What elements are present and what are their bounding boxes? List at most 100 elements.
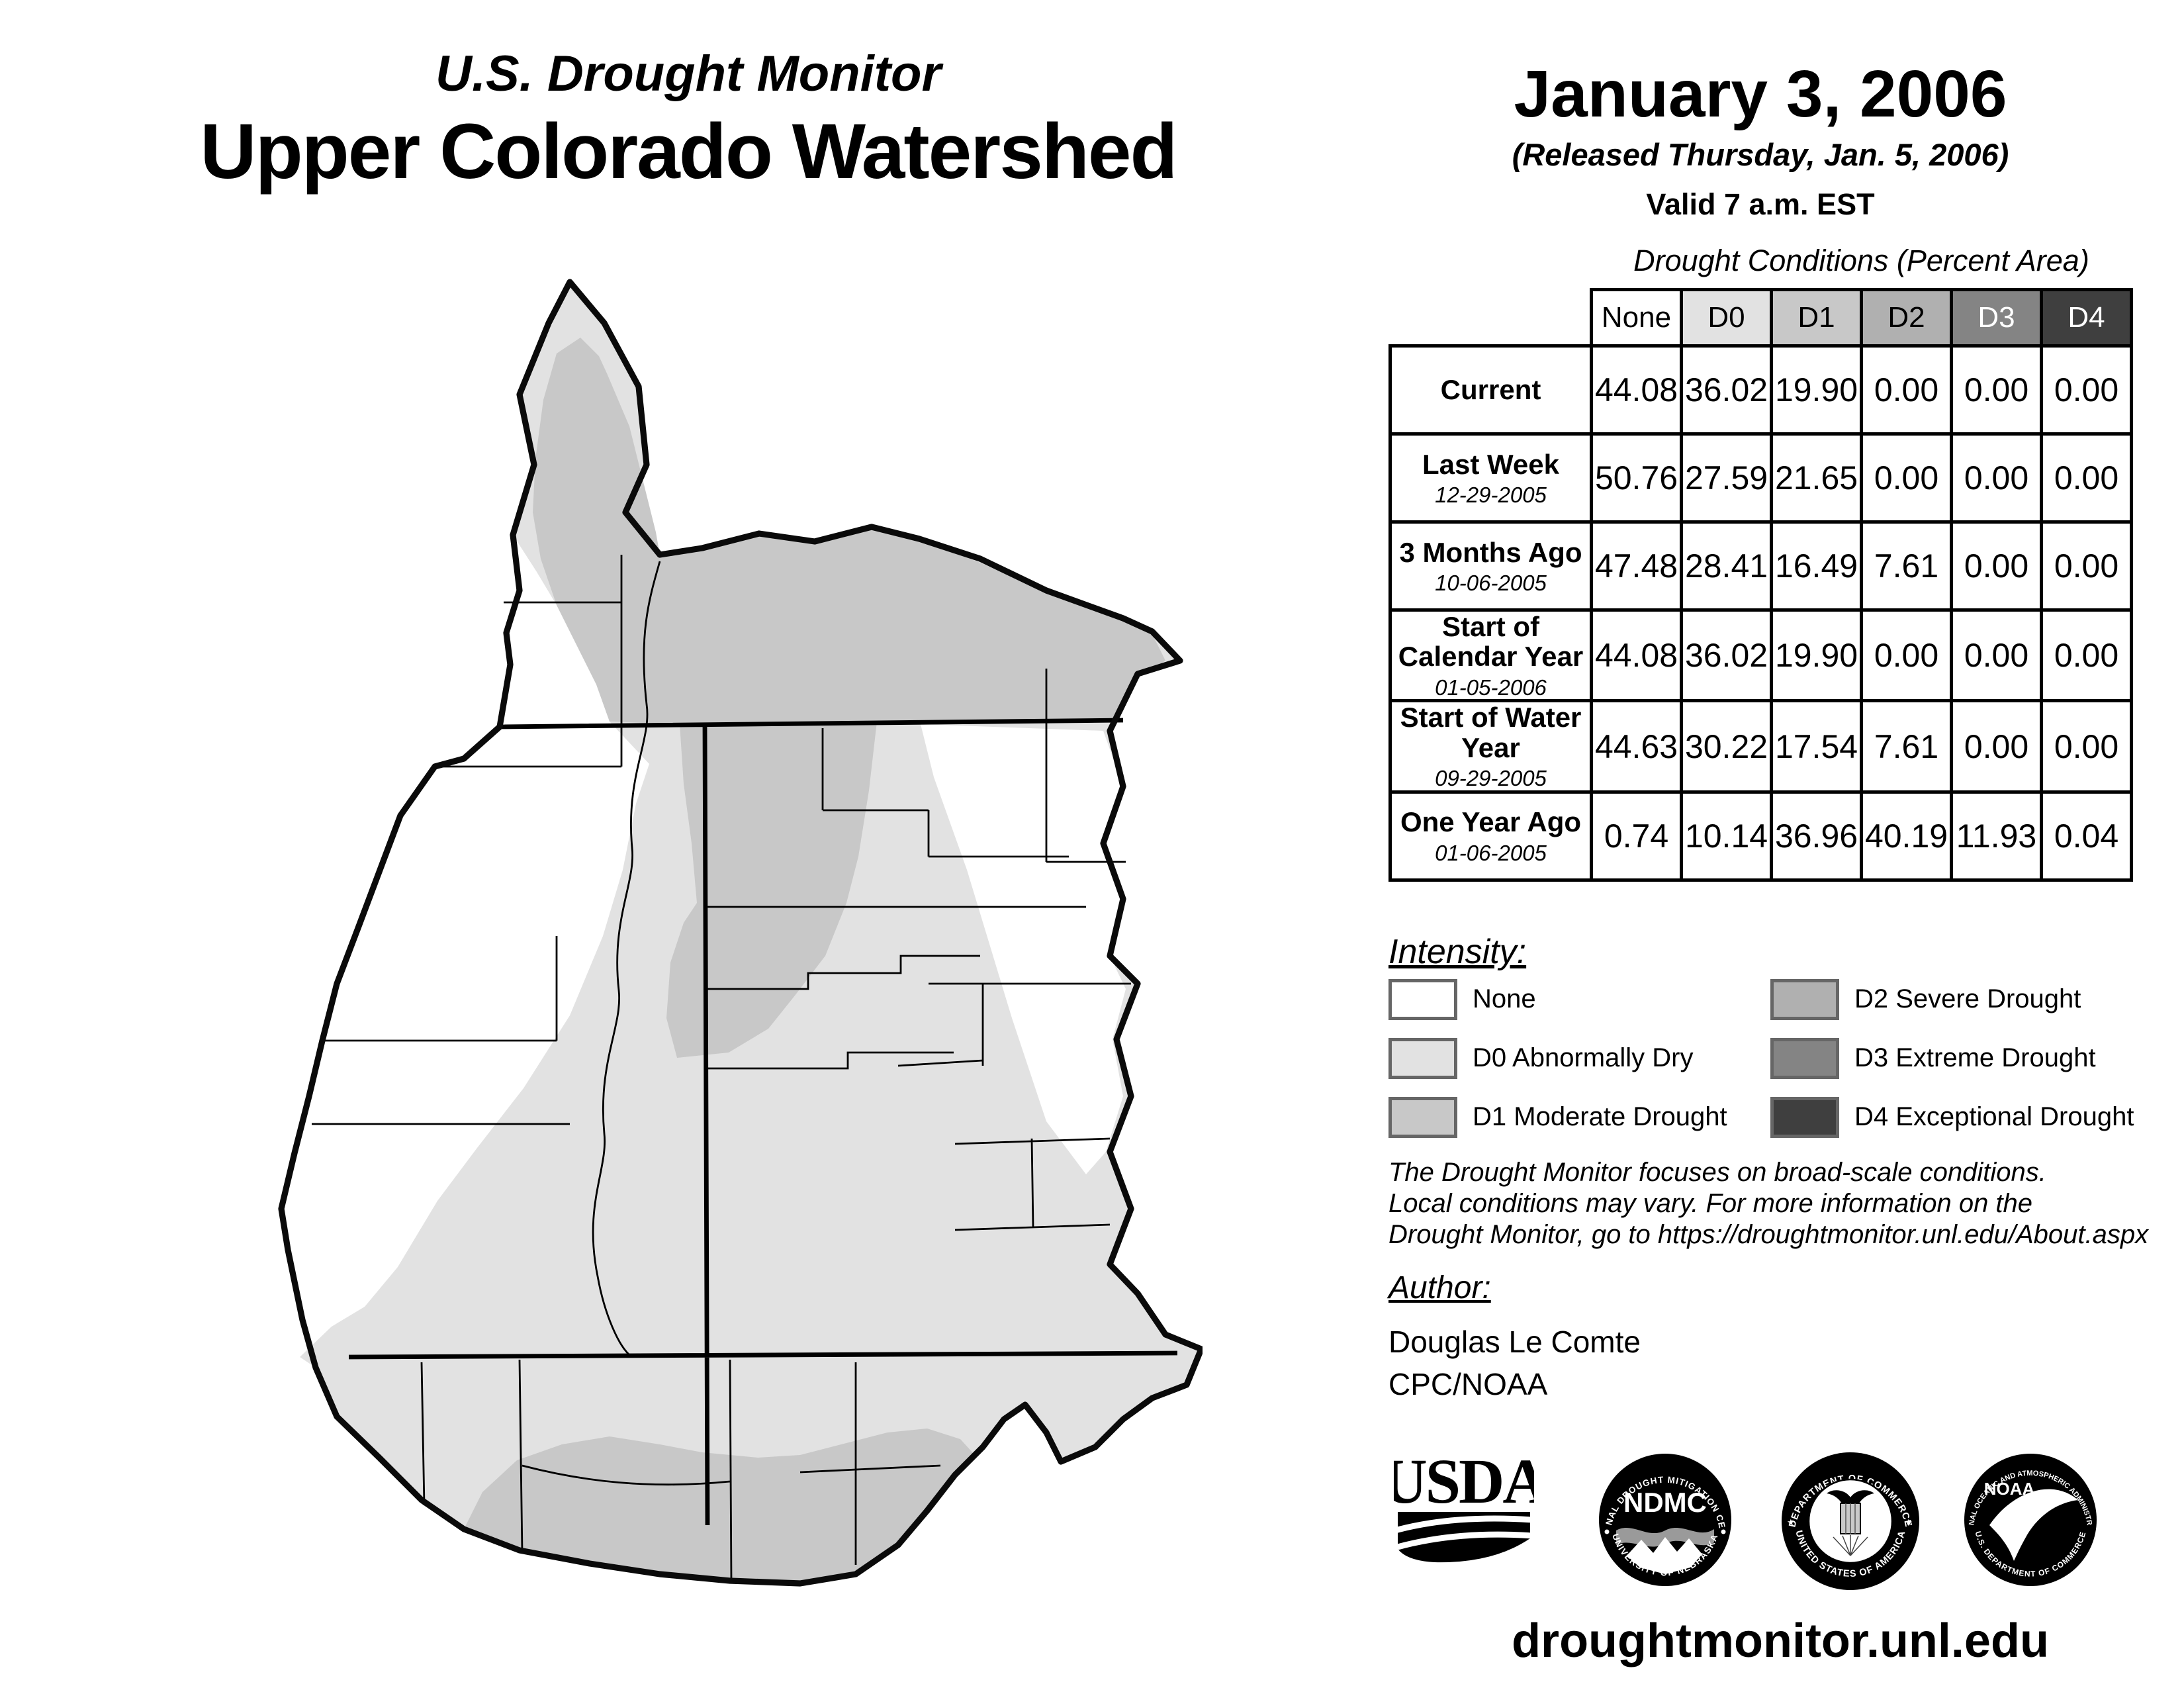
cell-value: 10.14 — [1680, 790, 1773, 882]
row-label-text: 3 Months Ago — [1399, 536, 1582, 568]
row-date: 01-06-2005 — [1435, 840, 1547, 865]
date-block: January 3, 2006 (Released Thursday, Jan.… — [1430, 61, 2091, 222]
row-label-3-months-ago: 3 Months Ago 10-06-2005 — [1388, 520, 1593, 612]
legend-label: D4 Exceptional Drought — [1854, 1102, 2134, 1131]
legend-swatch-d1 — [1388, 1097, 1457, 1138]
row-label-current: Current — [1388, 344, 1593, 436]
commerce-eagle — [1827, 1490, 1874, 1503]
cell-value: 36.02 — [1680, 344, 1773, 436]
row-date: 01-05-2006 — [1435, 675, 1547, 700]
author-heading: Author: — [1388, 1270, 1491, 1305]
column-header-d2: D2 — [1860, 288, 1953, 348]
legend-swatch-none — [1388, 979, 1457, 1020]
cell-value: 19.90 — [1770, 344, 1863, 436]
table-corner-cell — [1390, 289, 1592, 346]
commerce-star-left: ★ — [1787, 1517, 1795, 1527]
cell-value: 0.00 — [1950, 344, 2043, 436]
commerce-seal: DEPARTMENT OF COMMERCE UNITED STATES OF … — [1782, 1452, 1919, 1590]
cell-value: 47.48 — [1590, 520, 1683, 612]
row-label-text: Start of Calendar Year — [1398, 611, 1584, 673]
row-label-start-water-year: Start of Water Year 09-29-2005 — [1388, 699, 1593, 794]
cell-value: 30.22 — [1680, 699, 1773, 794]
column-header-d3: D3 — [1950, 288, 2043, 348]
ndmc-logo: NATIONAL DROUGHT MITIGATION CENTER NDMC … — [1599, 1454, 1731, 1586]
row-label-text: One Year Ago — [1400, 806, 1582, 838]
legend-label: D1 Moderate Drought — [1473, 1102, 1727, 1131]
cell-value: 16.49 — [1770, 520, 1863, 612]
disclaimer-line: Local conditions may vary. For more info… — [1388, 1189, 2033, 1219]
cell-value: 19.90 — [1770, 608, 1863, 703]
cell-value: 0.00 — [1950, 608, 2043, 703]
cell-value: 0.00 — [1950, 432, 2043, 524]
cell-value: 40.19 — [1860, 790, 1953, 882]
watershed-map — [278, 279, 1203, 1587]
cell-value: 28.41 — [1680, 520, 1773, 612]
author-org: CPC/NOAA — [1388, 1367, 1548, 1401]
watershed-boundary — [278, 279, 1203, 1587]
legend-label: None — [1473, 984, 1536, 1013]
valid-time: Valid 7 a.m. EST — [1646, 187, 1875, 221]
column-header-none: None — [1590, 288, 1683, 348]
disclaimer-line: Drought Monitor, go to https://droughtmo… — [1388, 1220, 2149, 1250]
commerce-rays — [1833, 1535, 1868, 1556]
cell-value: 0.00 — [1860, 344, 1953, 436]
usda-logo: USDA — [1394, 1450, 1534, 1563]
table-row: One Year Ago 01-06-2005 0.74 10.14 36.96 … — [1388, 790, 2133, 882]
legend-heading: Intensity: — [1388, 933, 1527, 971]
disclaimer-line: The Drought Monitor focuses on broad-sca… — [1388, 1158, 2046, 1187]
cell-value: 44.08 — [1590, 344, 1683, 436]
legend-swatch-d3 — [1770, 1038, 1839, 1079]
table-header-row: None D0 D1 D2 D3 D4 — [1390, 288, 2133, 348]
legend-label: D3 Extreme Drought — [1854, 1043, 2096, 1072]
table-row: Current 44.08 36.02 19.90 0.00 0.00 0.00 — [1388, 344, 2133, 436]
column-header-d4: D4 — [2040, 288, 2133, 348]
row-label-one-year-ago: One Year Ago 01-06-2005 — [1388, 790, 1593, 882]
cell-value: 0.00 — [1950, 699, 2043, 794]
cell-value: 0.00 — [1860, 608, 1953, 703]
row-date: 09-29-2005 — [1435, 766, 1547, 791]
ndmc-acronym: NDMC — [1623, 1487, 1707, 1518]
disclaimer-text: The Drought Monitor focuses on broad-sca… — [1388, 1157, 2148, 1251]
cell-value: 0.00 — [2040, 520, 2133, 612]
cell-value: 7.61 — [1860, 699, 1953, 794]
cell-value: 27.59 — [1680, 432, 1773, 524]
legend-swatch-d4 — [1770, 1097, 1839, 1138]
none-wedge-east — [921, 724, 1126, 1174]
cell-value: 0.00 — [2040, 344, 2133, 436]
row-label-start-calendar-year: Start of Calendar Year 01-05-2006 — [1388, 608, 1593, 703]
cell-value: 36.02 — [1680, 608, 1773, 703]
noaa-seabird — [1989, 1489, 2078, 1561]
table-row: 3 Months Ago 10-06-2005 47.48 28.41 16.49… — [1388, 520, 2133, 612]
cell-value: 7.61 — [1860, 520, 1953, 612]
row-date: 10-06-2005 — [1435, 570, 1547, 595]
row-label-text: Last Week — [1422, 448, 1559, 480]
cell-value: 50.76 — [1590, 432, 1683, 524]
noaa-logo: NATIONAL OCEANIC AND ATMOSPHERIC ADMINIS… — [1964, 1454, 2097, 1586]
legend-label: D0 Abnormally Dry — [1473, 1043, 1694, 1072]
d1-region-north — [533, 338, 1165, 1058]
column-header-d1: D1 — [1770, 288, 1863, 348]
cell-value: 17.54 — [1770, 699, 1863, 794]
cell-value: 0.74 — [1590, 790, 1683, 882]
report-kicker: U.S. Drought Monitor — [435, 46, 942, 102]
release-date: (Released Thursday, Jan. 5, 2006) — [1512, 137, 2009, 172]
cell-value: 21.65 — [1770, 432, 1863, 524]
state-boundaries — [348, 718, 1178, 1526]
drought-conditions-table: None D0 D1 D2 D3 D4 Current 44.08 36.02 … — [1388, 288, 2133, 882]
commerce-star-right: ★ — [1905, 1517, 1913, 1527]
table-row: Start of Calendar Year 01-05-2006 44.08 3… — [1388, 608, 2133, 703]
page-title: Upper Colorado Watershed — [200, 107, 1177, 195]
cell-value: 0.00 — [2040, 432, 2133, 524]
legend-swatch-d0 — [1388, 1038, 1457, 1079]
cell-value: 44.63 — [1590, 699, 1683, 794]
cell-value: 0.00 — [1950, 520, 2043, 612]
footer-url: droughtmonitor.unl.edu — [1512, 1615, 2049, 1667]
cell-value: 44.08 — [1590, 608, 1683, 703]
row-label-text: Current — [1440, 374, 1541, 406]
legend-label: D2 Severe Drought — [1854, 984, 2081, 1013]
legend-swatch-d2 — [1770, 979, 1839, 1020]
usda-field-rows — [1398, 1515, 1530, 1551]
ndmc-mountains — [1627, 1537, 1702, 1574]
cell-value: 0.04 — [2040, 790, 2133, 882]
